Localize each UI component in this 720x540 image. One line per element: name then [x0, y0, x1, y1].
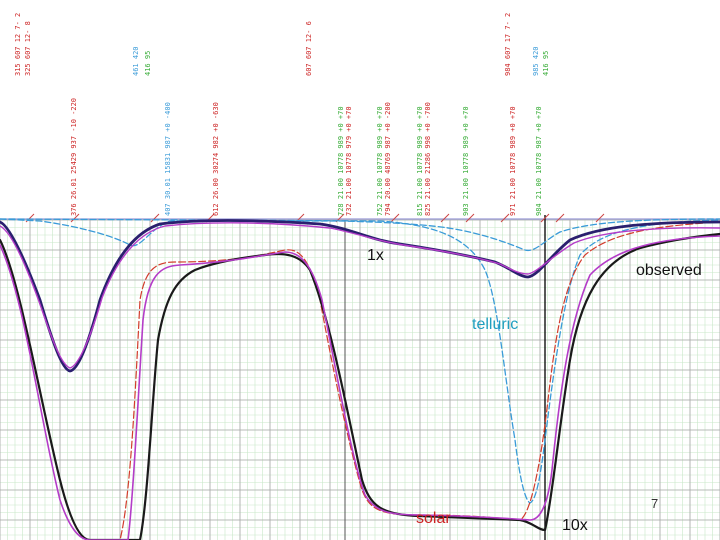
line-position-tick	[500, 213, 510, 223]
line-id-top: 325 607 12- 8	[24, 21, 32, 76]
line-position-tick	[540, 213, 550, 223]
line-id-mid: 376 26.01 25429 937 -10 -220	[70, 97, 78, 216]
line-position-tick	[390, 213, 400, 223]
line-position-tick	[150, 213, 160, 223]
line-id-mid: 815 21.00 10778 989 +0 +70	[416, 106, 424, 216]
label-observed: observed	[636, 262, 702, 279]
line-id-top: 985 420	[532, 46, 540, 76]
line-id-top: 461 420	[132, 46, 140, 76]
line-id-mid: 407 30.01 15831 987 +0 -400	[164, 102, 172, 216]
line-id-mid: 612 26.00 30274 982 +0 -630	[212, 102, 220, 216]
model-curve-1x	[0, 222, 720, 369]
line-position-tick	[595, 213, 605, 223]
line-id-mid: 794 20.00 48769 987 +0 -200	[384, 102, 392, 216]
line-id-mid: 825 21.00 21286 998 +0 -700	[424, 102, 432, 216]
line-position-tick	[70, 213, 80, 223]
page-number: 7	[651, 496, 659, 511]
line-id-top: 315 607 12 7- 2	[14, 12, 22, 76]
line-id-mid: 903 21.00 10778 989 +0 +70	[462, 106, 470, 216]
line-id-mid: 752 21.00 10778 989 +0 +70	[376, 106, 384, 216]
line-position-tick	[465, 213, 475, 223]
observed-curve-1x	[0, 219, 720, 373]
plot-grid	[0, 213, 720, 540]
line-id-mid: 728 21.00 10778 989 +0 +70	[337, 106, 345, 216]
line-id-mid: 984 21.00 10778 987 +0 +70	[535, 106, 543, 216]
line-position-tick	[555, 213, 565, 223]
label-10x: 10x	[562, 517, 588, 534]
line-id-top: 607 607 12- 6	[305, 21, 313, 76]
line-id-top: 984 607 17 7- 2	[504, 12, 512, 76]
label-solar: solar	[416, 510, 451, 527]
telluric-curve-1x	[0, 218, 720, 252]
line-id-top: 416 95	[542, 50, 550, 76]
observed-curve-10x	[0, 232, 720, 540]
line-id-top: 416 95	[144, 50, 152, 76]
line-position-tick	[440, 213, 450, 223]
label-telluric: telluric	[472, 316, 519, 333]
line-id-mid: 971 21.00 10778 989 +0 +70	[509, 106, 517, 216]
line-id-mid: 732 21.00 10778 979 +0 +70	[345, 106, 353, 216]
label-1x: 1x	[367, 247, 384, 264]
